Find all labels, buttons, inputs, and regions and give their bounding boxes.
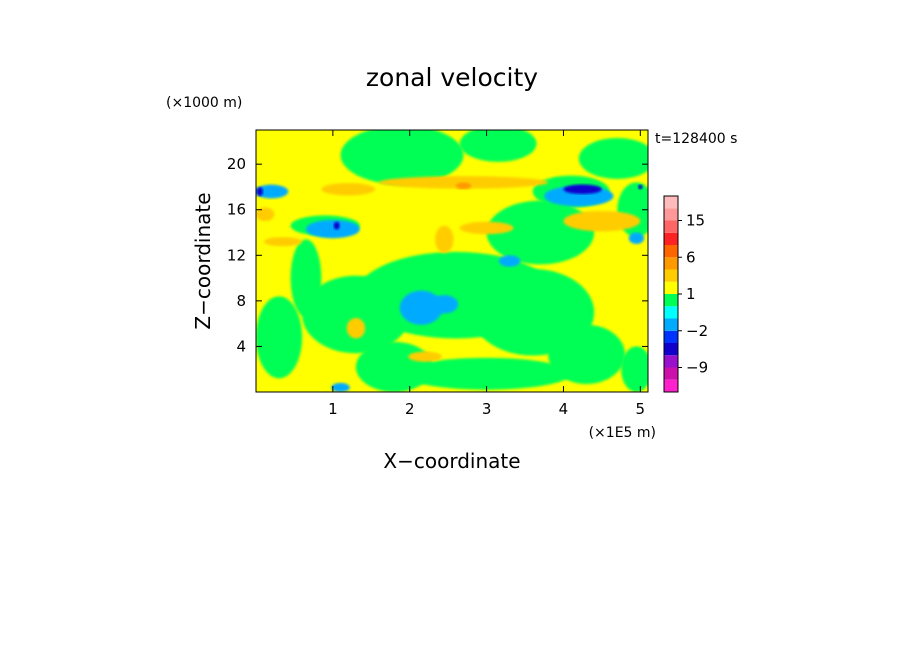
chart-title: zonal velocity (366, 63, 538, 92)
heatmap-region-34 (563, 184, 602, 195)
heatmap-region-24 (263, 237, 303, 247)
y-axis-unit: (×1000 m) (166, 95, 242, 111)
colorbar-tick-label-2: 1 (686, 285, 696, 303)
heatmap-region-35 (256, 186, 263, 197)
colorbar: 15 6 1 −2 −9 (663, 195, 708, 393)
colorbar-segment-4 (664, 330, 678, 343)
colorbar-segment-1 (664, 367, 678, 380)
x-tick-label-1: 2 (405, 400, 415, 418)
heatmap-region-7 (256, 296, 303, 379)
colorbar-segment-7 (664, 294, 678, 307)
heatmap-region-29 (305, 219, 360, 239)
x-tick-label-0: 1 (328, 400, 338, 418)
colorbar-segment-5 (664, 318, 678, 331)
heatmap-region-21 (435, 225, 454, 254)
y-tick-label-2: 12 (227, 246, 246, 264)
heatmap-region-8 (290, 239, 322, 317)
heatmap-region-16 (378, 176, 549, 189)
heatmap-region-10 (621, 346, 648, 392)
heatmap-region-22 (346, 317, 366, 339)
x-axis-title: X−coordinate (383, 449, 520, 473)
heatmap-region-0 (340, 130, 464, 185)
heatmap-region-26 (399, 290, 443, 325)
colorbar-segment-13 (664, 220, 678, 233)
heatmap-region-36 (333, 221, 340, 230)
colorbar-tick-label-0: 15 (686, 212, 705, 230)
colorbar-tick-label-1: 6 (686, 248, 696, 266)
y-tick-label-4: 20 (227, 155, 246, 173)
heatmap-region-11 (402, 357, 572, 390)
heatmap-field (256, 130, 648, 392)
y-axis-title: Z−coordinate (191, 192, 215, 329)
heatmap-region-1 (459, 130, 537, 162)
colorbar-tick-label-3: −2 (686, 322, 708, 340)
colorbar-segment-12 (664, 232, 678, 245)
colorbar-segment-0 (664, 379, 678, 392)
heatmap-region-17 (321, 182, 376, 196)
plot-frame (255, 129, 649, 393)
x-axis: 1 2 3 4 5 (328, 130, 645, 418)
colorbar-segment-10 (664, 257, 678, 270)
heatmap-region-6 (302, 275, 410, 354)
colorbar-segment-6 (664, 306, 678, 319)
heatmap-region-32 (628, 232, 645, 244)
y-tick-label-1: 8 (236, 292, 246, 310)
colorbar-segment-8 (664, 281, 678, 294)
heatmap-region-25 (455, 182, 472, 190)
colorbar-segment-3 (664, 343, 678, 356)
time-label: t=128400 s (655, 131, 737, 147)
heatmap-region-2 (486, 200, 595, 265)
heatmap-region-19 (563, 210, 641, 232)
y-axis: 4 8 12 16 20 (227, 155, 648, 355)
heatmap-region-30 (256, 184, 289, 199)
colorbar-segment-9 (664, 269, 678, 282)
x-tick-label-4: 5 (636, 400, 646, 418)
y-tick-label-0: 4 (236, 337, 246, 355)
heatmap-region-3 (578, 137, 648, 179)
heatmap-region-12 (355, 341, 433, 392)
x-tick-label-3: 4 (559, 400, 569, 418)
colorbar-segment-2 (664, 355, 678, 368)
x-axis-unit: (×1E5 m) (589, 425, 656, 441)
heatmap-region-27 (430, 295, 459, 314)
y-tick-label-3: 16 (227, 201, 246, 219)
colorbar-segment-14 (664, 208, 678, 221)
heatmap-region-18 (256, 207, 275, 222)
heatmap-region-31 (498, 255, 521, 267)
colorbar-segment-11 (664, 245, 678, 258)
heatmap-region-37 (638, 184, 643, 190)
colorbar-segment-15 (664, 196, 678, 209)
heatmap-region-20 (459, 221, 514, 235)
heatmap-region-23 (408, 351, 443, 362)
colorbar-tick-label-4: −9 (686, 359, 708, 377)
x-tick-label-2: 3 (482, 400, 492, 418)
heatmap-region-33 (331, 382, 350, 392)
